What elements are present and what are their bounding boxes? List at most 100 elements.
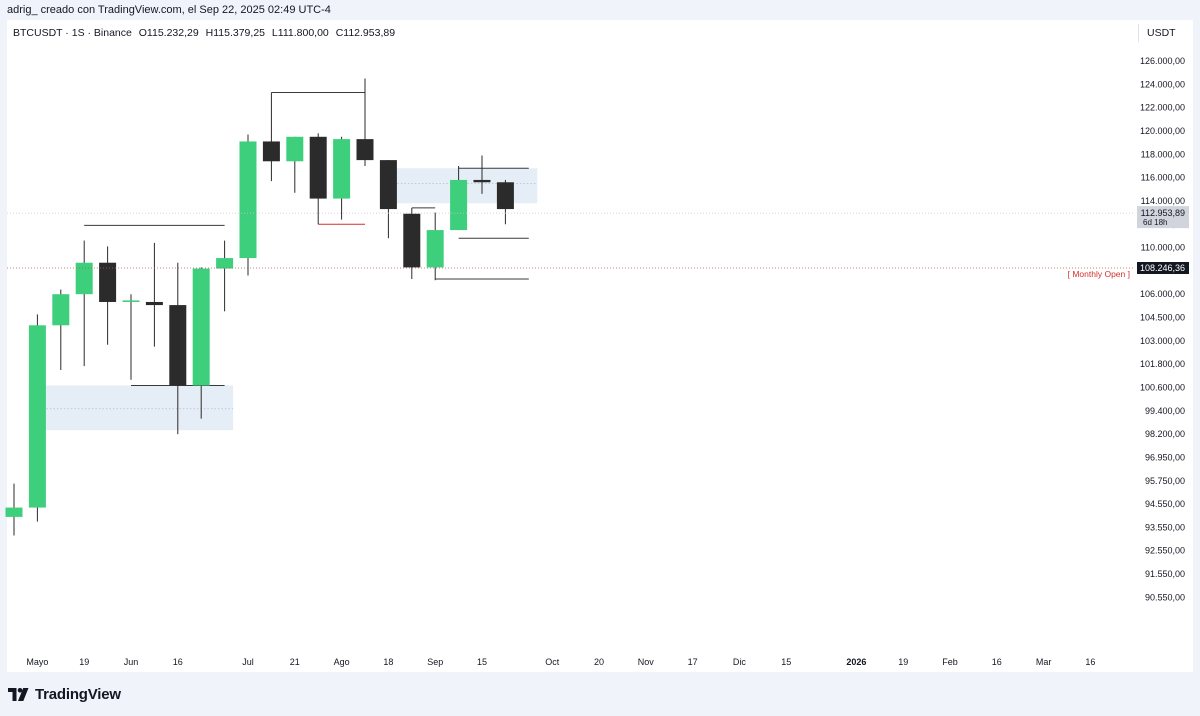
y-tick-label: 94.550,00 <box>1145 499 1185 509</box>
x-tick-label: Sep <box>427 657 443 667</box>
y-tick-label: 126.000,00 <box>1140 56 1185 66</box>
candle-body <box>75 262 93 295</box>
candle-body <box>473 179 491 183</box>
candle-body <box>52 294 70 326</box>
ohlc-low: L111.800,00 <box>271 27 329 39</box>
x-tick-label: Ago <box>334 657 350 667</box>
snapshot-caption: adrig_ creado con TradingView.com, el Se… <box>7 4 331 16</box>
candle <box>5 483 23 536</box>
candle <box>52 289 70 370</box>
candle <box>75 240 93 367</box>
x-tick-label: Dic <box>733 657 746 667</box>
currency-button[interactable]: USDT <box>1138 24 1188 42</box>
candle-body <box>28 325 46 508</box>
candle-body <box>262 141 280 162</box>
candle-body <box>286 136 304 162</box>
candle <box>239 134 257 276</box>
candle-body <box>309 136 327 199</box>
candle-body <box>356 139 374 161</box>
tradingview-logo-icon <box>8 687 29 701</box>
ohlc-close: C112.953,89 <box>335 27 396 39</box>
y-tick-label: 110.000,00 <box>1141 243 1185 253</box>
y-tick-label: 98.200,00 <box>1145 429 1185 439</box>
candle <box>169 262 187 435</box>
candle <box>379 160 397 239</box>
y-tick-label: 100.600,00 <box>1140 382 1185 392</box>
candle <box>309 133 327 225</box>
y-tick-label: 95.750,00 <box>1145 476 1185 486</box>
y-tick-label: 96.950,00 <box>1145 452 1185 462</box>
last-price-badge <box>1137 206 1189 229</box>
x-tick-label: Jul <box>242 657 254 667</box>
monthly-open-price-label: 108.246,36 <box>1140 263 1185 273</box>
y-tick-label: 120.000,00 <box>1140 126 1185 136</box>
candle <box>262 92 280 182</box>
candle <box>286 136 304 193</box>
y-tick-label: 118.000,00 <box>1141 149 1185 159</box>
tradingview-watermark: TradingView <box>8 683 121 705</box>
monthly-open-annotation: [ Monthly Open ] <box>1068 269 1130 279</box>
y-tick-label: 116.000,00 <box>1141 173 1185 183</box>
ohlc-high: H115.379,25 <box>205 27 265 39</box>
candle <box>496 179 514 225</box>
x-tick-label: 20 <box>594 657 604 667</box>
candle-body <box>145 301 163 306</box>
x-tick-label: Mayo <box>26 657 48 667</box>
candle-body <box>192 268 210 386</box>
y-tick-label: 106.000,00 <box>1140 289 1185 299</box>
candle-body <box>379 160 397 210</box>
y-tick-label: 91.550,00 <box>1145 569 1185 579</box>
candle-body <box>5 507 23 517</box>
x-tick-label: 2026 <box>846 657 866 667</box>
x-tick-label: 19 <box>898 657 908 667</box>
candle-body <box>496 182 514 210</box>
zone-box <box>28 385 234 431</box>
countdown-label: 6d 18h <box>1143 218 1167 227</box>
x-tick-label: Oct <box>545 657 560 667</box>
candle <box>356 78 374 166</box>
x-tick-label: 16 <box>173 657 183 667</box>
candle-body <box>122 300 140 302</box>
candle <box>122 294 140 380</box>
x-tick-label: 16 <box>992 657 1002 667</box>
symbol-legend: BTCUSDT · 1S · Binance O115.232,29 H115.… <box>13 25 399 41</box>
y-tick-label: 92.550,00 <box>1145 546 1185 556</box>
candle <box>216 240 234 312</box>
x-tick-label: 16 <box>1085 657 1095 667</box>
y-tick-label: 101.800,00 <box>1140 359 1185 369</box>
ohlc-open: O115.232,29 <box>138 27 199 39</box>
candle <box>450 165 468 231</box>
candle-body <box>216 258 234 269</box>
x-tick-label: 21 <box>290 657 300 667</box>
x-tick-label: 17 <box>688 657 698 667</box>
x-tick-label: 19 <box>79 657 89 667</box>
candle-body <box>239 141 257 259</box>
candle <box>192 267 210 419</box>
candle <box>333 136 351 220</box>
x-tick-label: Jun <box>124 657 139 667</box>
brand-name: TradingView <box>35 685 121 703</box>
y-tick-label: 90.550,00 <box>1145 592 1185 602</box>
x-tick-label: Nov <box>638 657 655 667</box>
candle <box>403 207 421 280</box>
candle-body <box>426 230 444 268</box>
candle-body <box>333 139 351 199</box>
monthly-open-badge <box>1137 262 1189 275</box>
x-tick-label: 18 <box>383 657 393 667</box>
y-tick-label: 99.400,00 <box>1145 406 1185 416</box>
symbol-name: BTCUSDT · 1S · Binance <box>13 27 132 39</box>
candle <box>426 212 444 281</box>
candle <box>145 242 163 347</box>
x-tick-label: Mar <box>1036 657 1052 667</box>
y-tick-label: 122.000,00 <box>1140 103 1185 113</box>
candle-body <box>403 213 421 268</box>
y-tick-label: 103.000,00 <box>1140 336 1185 346</box>
y-tick-label: 124.000,00 <box>1140 79 1185 89</box>
x-tick-label: Feb <box>942 657 958 667</box>
candle-body <box>99 262 117 302</box>
candle <box>473 155 491 194</box>
last-price-label: 112.953,89 <box>1141 208 1185 218</box>
candle-body <box>450 179 468 231</box>
x-tick-label: 15 <box>477 657 487 667</box>
